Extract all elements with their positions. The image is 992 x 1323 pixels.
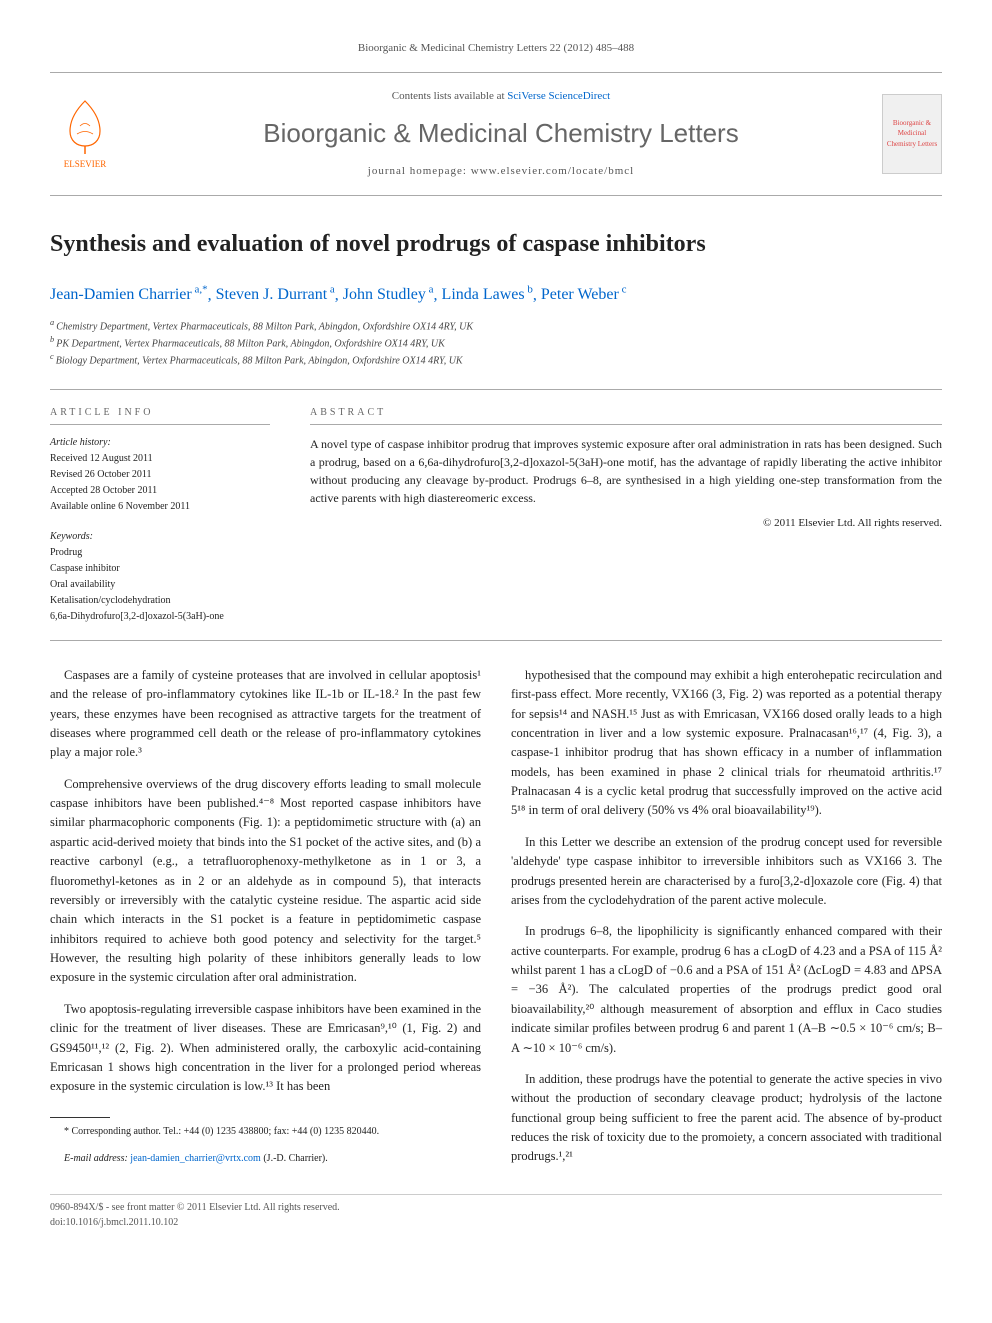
body-paragraph: In prodrugs 6–8, the lipophilicity is si…: [511, 922, 942, 1058]
author: Steven J. Durrant a: [216, 286, 335, 303]
citation-line: Bioorganic & Medicinal Chemistry Letters…: [50, 40, 942, 57]
journal-homepage: journal homepage: www.elsevier.com/locat…: [140, 163, 862, 180]
journal-name: Bioorganic & Medicinal Chemistry Letters: [140, 114, 862, 153]
publisher-name: ELSEVIER: [64, 158, 107, 172]
body-paragraph: In this Letter we describe an extension …: [511, 833, 942, 911]
abstract-text: A novel type of caspase inhibitor prodru…: [310, 435, 942, 507]
footnote-rule: [50, 1117, 110, 1118]
history-label: Article history:: [50, 435, 270, 450]
author: Linda Lawes b: [442, 286, 533, 303]
abstract-block: ABSTRACT A novel type of caspase inhibit…: [310, 405, 942, 625]
article-info-heading: ARTICLE INFO: [50, 405, 270, 425]
affiliations: a Chemistry Department, Vertex Pharmaceu…: [50, 317, 942, 369]
article-title: Synthesis and evaluation of novel prodru…: [50, 226, 942, 262]
keyword: Prodrug: [50, 545, 270, 560]
author-affiliation-marker: a: [426, 284, 434, 296]
author-list: Jean-Damien Charrier a,*, Steven J. Durr…: [50, 282, 942, 307]
keywords-block: Keywords: ProdrugCaspase inhibitorOral a…: [50, 529, 270, 624]
article-body: Caspases are a family of cysteine protea…: [50, 666, 942, 1179]
sciencedirect-link[interactable]: SciVerse ScienceDirect: [507, 90, 610, 102]
keyword: Ketalisation/cyclodehydration: [50, 593, 270, 608]
article-history: Article history: Received 12 August 2011…: [50, 435, 270, 514]
history-item: Accepted 28 October 2011: [50, 483, 270, 498]
keywords-label: Keywords:: [50, 529, 270, 544]
body-paragraph: Caspases are a family of cysteine protea…: [50, 666, 481, 763]
abstract-heading: ABSTRACT: [310, 405, 942, 425]
elsevier-logo: ELSEVIER: [50, 94, 120, 174]
author-email-link[interactable]: jean-damien_charrier@vrtx.com: [130, 1153, 261, 1164]
affiliation: b PK Department, Vertex Pharmaceuticals,…: [50, 334, 942, 351]
history-item: Received 12 August 2011: [50, 451, 270, 466]
footnotes: * Corresponding author. Tel.: +44 (0) 12…: [50, 1124, 481, 1167]
author: John Studley a: [343, 286, 434, 303]
author-affiliation-marker: a,*: [192, 284, 208, 296]
body-paragraph: Two apoptosis-regulating irreversible ca…: [50, 1000, 481, 1097]
affiliation: c Biology Department, Vertex Pharmaceuti…: [50, 351, 942, 368]
article-info-left: ARTICLE INFO Article history: Received 1…: [50, 405, 270, 625]
body-paragraph: In addition, these prodrugs have the pot…: [511, 1070, 942, 1167]
author: Jean-Damien Charrier a,*: [50, 286, 208, 303]
body-paragraph: hypothesised that the compound may exhib…: [511, 666, 942, 821]
keyword: Caspase inhibitor: [50, 561, 270, 576]
elsevier-tree-icon: [55, 96, 115, 156]
body-paragraph: Comprehensive overviews of the drug disc…: [50, 775, 481, 988]
email-line: E-mail address: jean-damien_charrier@vrt…: [50, 1151, 481, 1167]
issn-copyright: 0960-894X/$ - see front matter © 2011 El…: [50, 1202, 340, 1213]
affiliation: a Chemistry Department, Vertex Pharmaceu…: [50, 317, 942, 334]
journal-cover-thumbnail: Bioorganic & Medicinal Chemistry Letters: [882, 94, 942, 174]
contents-prefix: Contents lists available at: [392, 90, 507, 102]
email-label: E-mail address:: [64, 1153, 128, 1164]
keyword: Oral availability: [50, 577, 270, 592]
article-info-section: ARTICLE INFO Article history: Received 1…: [50, 389, 942, 641]
header-center: Contents lists available at SciVerse Sci…: [140, 88, 862, 180]
author: Peter Weber c: [541, 286, 627, 303]
author-affiliation-marker: a: [327, 284, 335, 296]
email-suffix: (J.-D. Charrier).: [261, 1153, 328, 1164]
front-matter-line: 0960-894X/$ - see front matter © 2011 El…: [50, 1194, 942, 1230]
author-affiliation-marker: c: [619, 284, 627, 296]
journal-header: ELSEVIER Contents lists available at Sci…: [50, 72, 942, 196]
author-affiliation-marker: b: [525, 284, 533, 296]
corresponding-author: * Corresponding author. Tel.: +44 (0) 12…: [50, 1124, 481, 1140]
doi: doi:10.1016/j.bmcl.2011.10.102: [50, 1217, 178, 1228]
history-item: Revised 26 October 2011: [50, 467, 270, 482]
keyword: 6,6a-Dihydrofuro[3,2-d]oxazol-5(3aH)-one: [50, 609, 270, 624]
contents-available: Contents lists available at SciVerse Sci…: [140, 88, 862, 105]
copyright-line: © 2011 Elsevier Ltd. All rights reserved…: [310, 515, 942, 532]
history-item: Available online 6 November 2011: [50, 499, 270, 514]
